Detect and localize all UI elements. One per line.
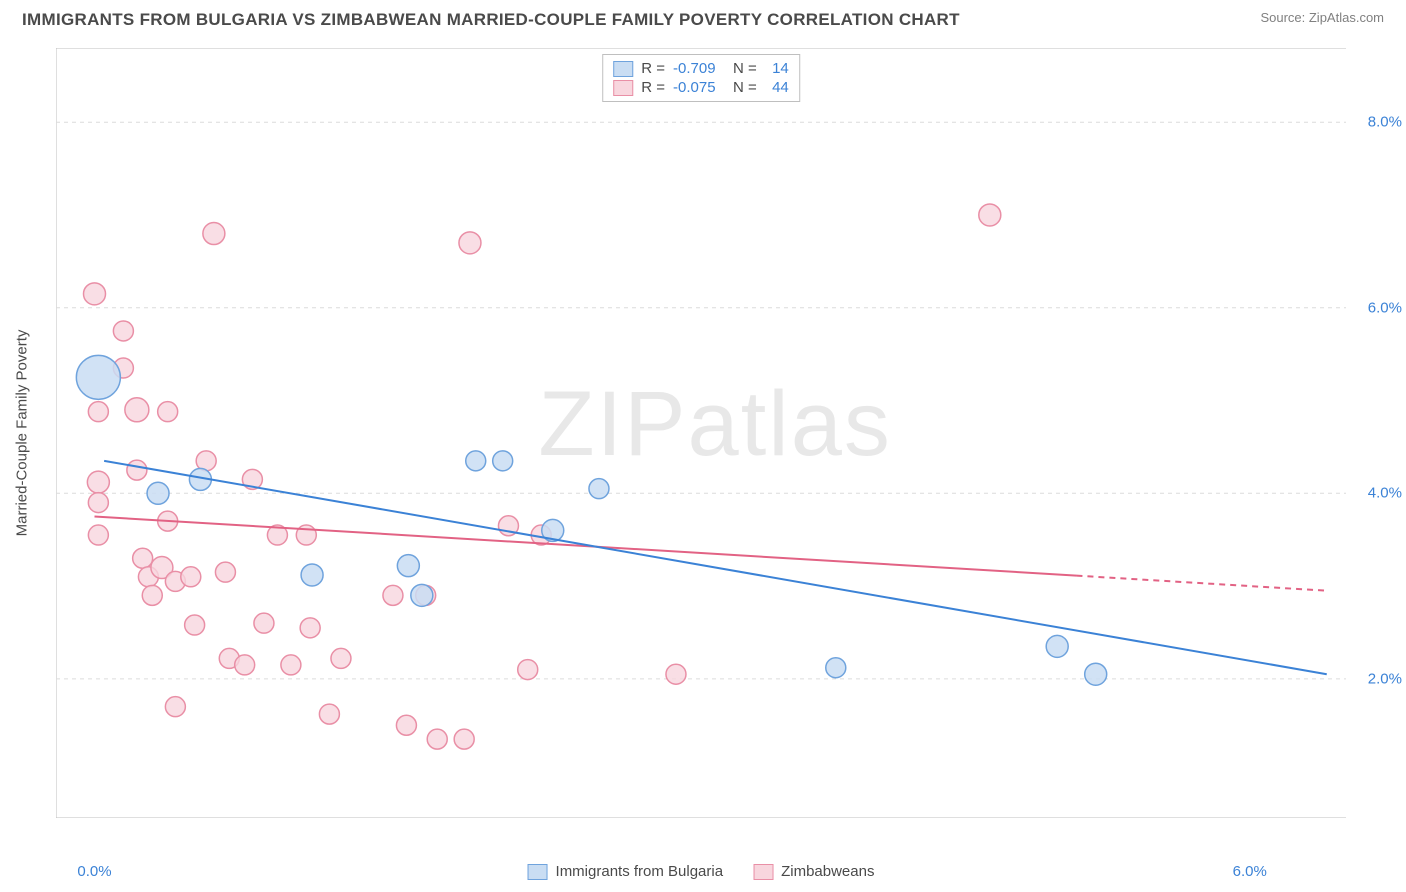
chart-area: Married-Couple Family Poverty ZIPatlas R…	[56, 48, 1346, 818]
legend-series-label: Immigrants from Bulgaria	[556, 863, 724, 880]
legend-series-item: Zimbabweans	[753, 863, 874, 880]
n-label: N =	[733, 79, 757, 96]
y-tick-label: 8.0%	[1368, 114, 1402, 131]
legend-correlation-row: R = -0.075 N = 44	[613, 78, 789, 97]
n-value: 44	[765, 79, 789, 96]
header: IMMIGRANTS FROM BULGARIA VS ZIMBABWEAN M…	[0, 0, 1406, 30]
legend-correlation-row: R = -0.709 N = 14	[613, 59, 789, 78]
n-label: N =	[733, 60, 757, 77]
y-tick-label: 2.0%	[1368, 670, 1402, 687]
legend-swatch	[613, 80, 633, 96]
x-tick-label: 0.0%	[77, 863, 111, 880]
n-value: 14	[765, 60, 789, 77]
chart-title: IMMIGRANTS FROM BULGARIA VS ZIMBABWEAN M…	[22, 10, 960, 30]
legend-swatch	[753, 864, 773, 880]
scatter-plot	[56, 48, 1346, 818]
legend-swatch	[613, 61, 633, 77]
y-axis-label: Married-Couple Family Poverty	[14, 330, 31, 537]
r-value: -0.075	[673, 79, 725, 96]
legend-series-item: Immigrants from Bulgaria	[528, 863, 724, 880]
r-label: R =	[641, 60, 665, 77]
legend-series-label: Zimbabweans	[781, 863, 874, 880]
legend-correlation: R = -0.709 N = 14 R = -0.075 N = 44	[602, 54, 800, 102]
y-tick-label: 4.0%	[1368, 485, 1402, 502]
source-label: Source: ZipAtlas.com	[1260, 10, 1384, 25]
legend-swatch	[528, 864, 548, 880]
r-label: R =	[641, 79, 665, 96]
y-tick-label: 6.0%	[1368, 299, 1402, 316]
legend-series: Immigrants from Bulgaria Zimbabweans	[528, 863, 875, 880]
r-value: -0.709	[673, 60, 725, 77]
x-tick-label: 6.0%	[1233, 863, 1267, 880]
